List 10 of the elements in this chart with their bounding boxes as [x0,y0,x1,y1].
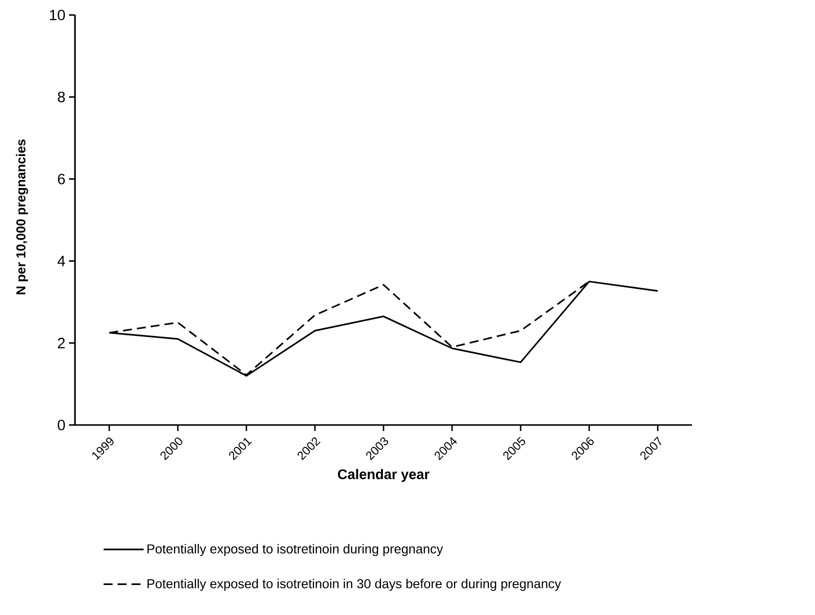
y-tick-label: 0 [58,420,65,430]
y-tick-label: 6 [58,174,65,184]
x-axis-title: Calendar year [338,468,430,482]
legend-label: Potentially exposed to isotretinoin in 30 days before or during pregnancy [148,578,562,591]
y-tick-label: 4 [58,256,66,266]
y-axis-title: N per 10,000 pregnancies [16,139,28,294]
legend-label: Potentially exposed to isotretinoin during pregnancy [148,544,444,556]
y-tick-label: 10 [50,10,65,20]
y-tick-label: 2 [58,338,65,348]
y-tick-label: 8 [58,92,65,102]
